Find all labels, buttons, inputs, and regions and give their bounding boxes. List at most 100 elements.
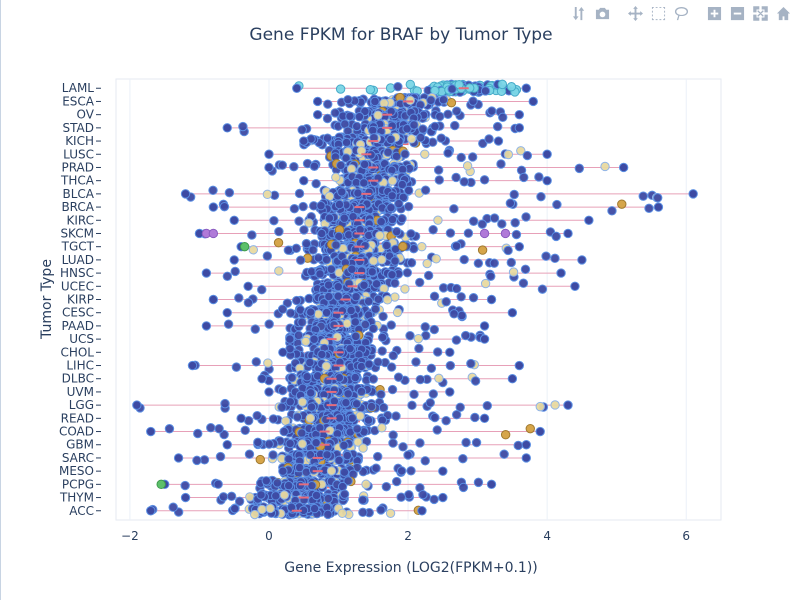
data-point (337, 187, 347, 197)
data-point (353, 437, 363, 447)
data-point (405, 330, 415, 341)
data-point (271, 491, 281, 501)
data-point (219, 201, 230, 212)
data-point (346, 305, 356, 316)
data-point (400, 149, 410, 159)
data-point (358, 443, 368, 453)
data-point (486, 479, 497, 490)
data-point (305, 357, 315, 368)
data-point (391, 226, 402, 237)
data-point (208, 185, 218, 196)
data-point (478, 138, 488, 149)
data-point (536, 192, 546, 202)
data-point (402, 268, 413, 278)
data-point (417, 242, 427, 252)
data-point (430, 121, 440, 132)
y-tick-label: CHOL (60, 345, 94, 359)
data-point (279, 426, 289, 437)
data-point (304, 218, 314, 228)
data-point (261, 476, 271, 486)
data-point (522, 150, 533, 161)
data-point (245, 492, 255, 502)
data-point (451, 106, 462, 116)
data-point (521, 83, 531, 93)
data-point (341, 293, 352, 304)
data-point (326, 466, 337, 476)
data-point (391, 411, 401, 421)
data-point (323, 280, 334, 290)
data-point (618, 162, 629, 173)
data-point (477, 245, 488, 255)
data-point (262, 251, 273, 261)
data-point (563, 228, 573, 239)
data-point (343, 94, 353, 105)
data-point (387, 121, 397, 131)
autoscale-icon[interactable] (751, 4, 769, 22)
data-point (299, 225, 309, 235)
data-point (285, 397, 295, 407)
camera-icon[interactable] (593, 4, 611, 22)
data-point (223, 319, 234, 329)
data-point (351, 399, 362, 409)
data-point (247, 230, 257, 240)
data-point (376, 505, 386, 515)
data-point (505, 198, 516, 208)
home-icon[interactable] (774, 4, 792, 22)
data-point (299, 175, 309, 186)
data-point (433, 165, 444, 175)
data-point (451, 172, 461, 183)
data-point (387, 384, 398, 395)
y-tick-label: DLBC (62, 372, 94, 386)
data-point (521, 440, 531, 450)
data-point (409, 120, 419, 130)
data-point (243, 281, 253, 291)
data-point (514, 241, 525, 252)
data-point (498, 112, 508, 123)
data-point (468, 96, 478, 106)
data-point (386, 134, 396, 145)
data-point (262, 189, 273, 200)
data-point (449, 204, 459, 214)
data-point (331, 240, 341, 250)
pan-icon[interactable] (626, 4, 644, 22)
data-point (492, 121, 503, 132)
data-point (231, 362, 242, 372)
compare-hover-icon[interactable] (570, 4, 588, 22)
y-tick-label: HNSC (60, 266, 94, 280)
data-point (289, 161, 299, 172)
data-point (353, 188, 363, 198)
data-point (268, 414, 279, 424)
data-point (334, 199, 345, 210)
data-point (420, 149, 430, 159)
data-point (381, 481, 392, 492)
data-point (248, 245, 259, 255)
data-point (388, 438, 398, 448)
data-point (496, 159, 506, 169)
data-point (479, 413, 490, 424)
data-point (206, 423, 216, 433)
data-point (350, 317, 360, 327)
y-tick-label: PCPG (62, 477, 94, 491)
data-point (420, 456, 430, 466)
y-tick-label: KIRC (66, 213, 94, 227)
zoom-out-icon[interactable] (728, 4, 746, 22)
data-point (438, 492, 448, 503)
data-point (500, 430, 511, 440)
data-point (383, 147, 393, 157)
data-point (252, 410, 262, 421)
data-point (214, 424, 224, 434)
y-tick-label: PRAD (61, 160, 94, 174)
data-point (479, 321, 490, 331)
data-point (468, 216, 479, 226)
data-point (458, 482, 469, 493)
data-point (250, 509, 260, 520)
zoom-in-icon[interactable] (705, 4, 723, 22)
data-point (644, 203, 654, 214)
data-point (482, 401, 493, 411)
data-point (503, 149, 514, 160)
lasso-icon[interactable] (672, 4, 690, 22)
data-point (306, 388, 316, 398)
data-point (256, 490, 266, 500)
